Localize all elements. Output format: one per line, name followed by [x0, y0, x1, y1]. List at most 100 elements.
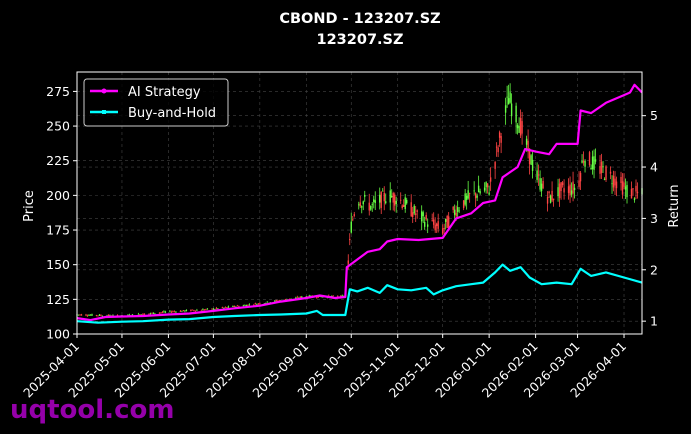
candle-body [100, 315, 102, 316]
candle-body [352, 219, 354, 221]
candle-body [361, 206, 363, 208]
candle-body [468, 193, 471, 195]
candle-body [401, 205, 403, 209]
candle-body [140, 314, 143, 316]
candle-body [518, 125, 520, 133]
legend-ai-label: AI Strategy [128, 85, 201, 100]
candle-body [636, 191, 639, 194]
candle-body [420, 211, 423, 222]
candle-body [242, 305, 245, 307]
candle-body [382, 190, 384, 192]
y-axis-left-label: Price [22, 190, 37, 222]
candle-body [530, 155, 532, 165]
candle-body [537, 174, 540, 176]
candle-body [131, 314, 134, 316]
candle-body [212, 308, 215, 310]
candle-body [226, 307, 228, 309]
candle-body [359, 202, 361, 207]
candle-body [332, 295, 334, 297]
candle-body [455, 212, 457, 217]
candle-body [557, 187, 559, 197]
candle-body [602, 166, 604, 168]
candle-body [506, 96, 508, 98]
candle-body [542, 181, 544, 189]
candle-body [296, 296, 299, 298]
candle-body [432, 219, 435, 225]
x-axis: 2025-04-012025-05-012025-06-012025-07-01… [20, 334, 629, 400]
candle-body [364, 194, 366, 197]
candle-body [97, 315, 99, 317]
candle-body [504, 105, 507, 113]
candle-body [540, 183, 543, 192]
candle-body [193, 310, 195, 312]
candle-body [404, 197, 406, 209]
legend-box [83, 78, 229, 127]
candle-body [416, 210, 418, 212]
candle-body [158, 312, 161, 314]
y-left-tick-label: 175 [46, 223, 70, 238]
candle-body [98, 314, 101, 316]
candle-body [494, 162, 496, 169]
candle-body [444, 219, 447, 222]
y-left-tick-label: 225 [46, 153, 70, 168]
candle-body [500, 136, 502, 143]
candle-body [599, 166, 601, 174]
candle-body [181, 310, 183, 312]
candle-body [620, 176, 622, 184]
candle-body [127, 314, 129, 316]
candle-body [245, 305, 248, 307]
candle-body [400, 199, 402, 201]
candle-body [227, 306, 230, 308]
candle-body [489, 177, 492, 182]
candle-body [88, 315, 90, 316]
candle-body [85, 314, 87, 316]
watermark: uqtool.com [10, 395, 174, 425]
candle-body [632, 188, 634, 190]
candle-body [205, 309, 207, 310]
candle-body [465, 195, 468, 200]
candle-body [142, 313, 144, 315]
candle-body [347, 260, 349, 264]
candle-body [244, 304, 246, 306]
candle-body [337, 296, 339, 298]
y-right-tick-label: 5 [650, 108, 658, 123]
candle-body [507, 98, 510, 105]
legend-bh-label: Buy-and-Hold [128, 106, 216, 121]
candle-body [154, 313, 156, 315]
candle-body [86, 315, 89, 317]
y-right-tick-label: 2 [650, 262, 658, 277]
candle-body [317, 296, 319, 298]
candle-body [624, 186, 627, 190]
candle-body [549, 195, 552, 203]
candle-body [95, 315, 98, 316]
candle-body [497, 147, 499, 153]
candle-body [278, 300, 281, 302]
candle-body [149, 312, 152, 314]
candle-body [358, 204, 360, 206]
candle-body [383, 192, 385, 202]
candle-body [579, 172, 582, 182]
candle-body [196, 309, 198, 311]
candle-body [519, 118, 522, 136]
candle-body [203, 309, 206, 311]
candle-body [539, 178, 541, 190]
candle-body [403, 204, 405, 207]
candle-body [223, 307, 225, 309]
candle-body [179, 310, 182, 312]
candle-body [112, 315, 114, 317]
candle-body [232, 305, 234, 307]
chart-title: CBOND - 123207.SZ [279, 11, 440, 27]
legend: AI Strategy Buy-and-Hold [83, 78, 229, 127]
candle-body [172, 311, 174, 313]
candle-body [248, 304, 251, 306]
candle-body [509, 92, 511, 103]
candle-body [91, 314, 93, 316]
candle-body [578, 180, 580, 187]
candle-body [224, 306, 227, 308]
candle-body [238, 306, 240, 307]
candle-body [443, 227, 445, 230]
candle-body [170, 311, 173, 313]
candle-body [371, 203, 373, 205]
candle-body [447, 216, 450, 228]
